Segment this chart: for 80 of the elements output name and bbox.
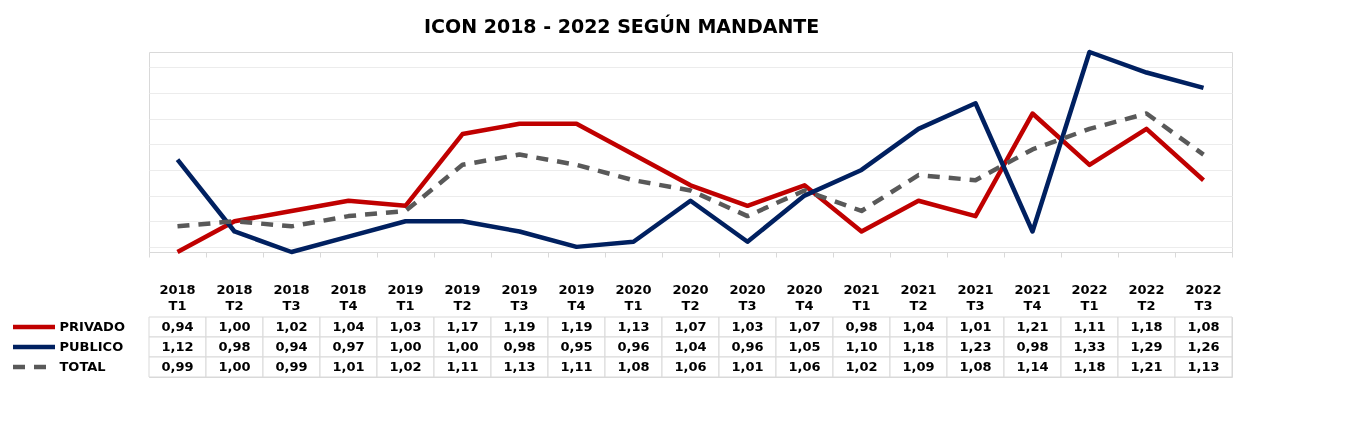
- data-label: 0,98: [845, 319, 878, 334]
- x-tick-label: 2020 T2: [672, 281, 709, 313]
- data-label: 1,11: [1073, 319, 1106, 334]
- legend-label: PUBLICO: [59, 339, 124, 354]
- data-label: 1,06: [674, 359, 707, 374]
- data-label: 1,18: [1073, 359, 1106, 374]
- data-label: 1,26: [1187, 339, 1220, 354]
- data-label: 1,29: [1130, 339, 1163, 354]
- data-label: 1,03: [389, 319, 422, 334]
- data-label: 0,98: [1016, 339, 1049, 354]
- data-label: 1,08: [959, 359, 992, 374]
- data-label: 1,06: [788, 359, 821, 374]
- data-label: 1,00: [218, 319, 251, 334]
- legend-label: TOTAL: [59, 359, 106, 374]
- data-label: 1,04: [674, 339, 707, 354]
- x-tick-label: 2020 T3: [729, 281, 766, 313]
- data-label: 1,11: [560, 359, 593, 374]
- data-label: 1,19: [560, 319, 593, 334]
- data-label: 0,99: [275, 359, 308, 374]
- data-label: 0,96: [731, 339, 764, 354]
- data-label: 1,00: [446, 339, 479, 354]
- x-tick-label: 2018 T4: [330, 281, 367, 313]
- x-tick-label: 2018 T1: [159, 281, 196, 313]
- data-label: 1,14: [1016, 359, 1049, 374]
- data-label: 1,02: [275, 319, 308, 334]
- chart-title: ICON 2018 - 2022 SEGÚN MANDANTE: [424, 14, 820, 38]
- data-label: 0,94: [161, 319, 194, 334]
- data-label: 0,97: [332, 339, 365, 354]
- x-tick-label: 2021 T3: [957, 281, 994, 313]
- data-label: 1,01: [332, 359, 365, 374]
- data-label: 1,23: [959, 339, 992, 354]
- x-tick-label: 2019 T1: [387, 281, 424, 313]
- x-tick-label: 2021 T2: [900, 281, 937, 313]
- data-label: 0,98: [218, 339, 251, 354]
- data-label: 1,09: [902, 359, 935, 374]
- data-label: 1,11: [446, 359, 479, 374]
- data-label: 0,95: [560, 339, 593, 354]
- x-tick-label: 2021 T1: [843, 281, 880, 313]
- x-tick-label: 2019 T4: [558, 281, 595, 313]
- x-tick-label: 2019 T2: [444, 281, 481, 313]
- data-label: 1,00: [218, 359, 251, 374]
- data-label: 1,13: [617, 319, 650, 334]
- data-label: 0,99: [161, 359, 194, 374]
- data-label: 1,08: [1187, 319, 1220, 334]
- data-label: 1,07: [788, 319, 821, 334]
- data-label: 1,04: [332, 319, 365, 334]
- data-label: 1,17: [446, 319, 479, 334]
- data-label: 1,13: [503, 359, 536, 374]
- data-label: 1,12: [161, 339, 194, 354]
- data-label: 1,03: [731, 319, 764, 334]
- data-label: 0,98: [503, 339, 536, 354]
- legend-label: PRIVADO: [59, 319, 125, 334]
- data-label: 1,19: [503, 319, 536, 334]
- data-label: 0,94: [275, 339, 308, 354]
- data-label: 1,00: [389, 339, 422, 354]
- x-tick-label: 2022 T2: [1128, 281, 1165, 313]
- data-label: 1,13: [1187, 359, 1220, 374]
- x-tick-label: 2022 T3: [1185, 281, 1222, 313]
- data-label: 1,04: [902, 319, 935, 334]
- x-tick-label: 2020 T1: [615, 281, 652, 313]
- x-tick-label: 2018 T3: [273, 281, 310, 313]
- data-label: 1,01: [959, 319, 992, 334]
- data-label: 1,02: [389, 359, 422, 374]
- data-label: 1,05: [788, 339, 821, 354]
- data-label: 1,33: [1073, 339, 1106, 354]
- data-label: 1,21: [1016, 319, 1049, 334]
- data-label: 1,02: [845, 359, 878, 374]
- data-label: 1,07: [674, 319, 707, 334]
- x-tick-label: 2019 T3: [501, 281, 538, 313]
- x-tick-label: 2020 T4: [786, 281, 823, 313]
- data-label: 1,08: [617, 359, 650, 374]
- x-tick-label: 2022 T1: [1071, 281, 1108, 313]
- data-label: 1,21: [1130, 359, 1163, 374]
- x-tick-label: 2018 T2: [216, 281, 253, 313]
- data-label: 1,01: [731, 359, 764, 374]
- data-label: 1,18: [902, 339, 935, 354]
- data-label: 0,96: [617, 339, 650, 354]
- data-label: 1,10: [845, 339, 878, 354]
- data-label: 1,18: [1130, 319, 1163, 334]
- x-tick-label: 2021 T4: [1014, 281, 1051, 313]
